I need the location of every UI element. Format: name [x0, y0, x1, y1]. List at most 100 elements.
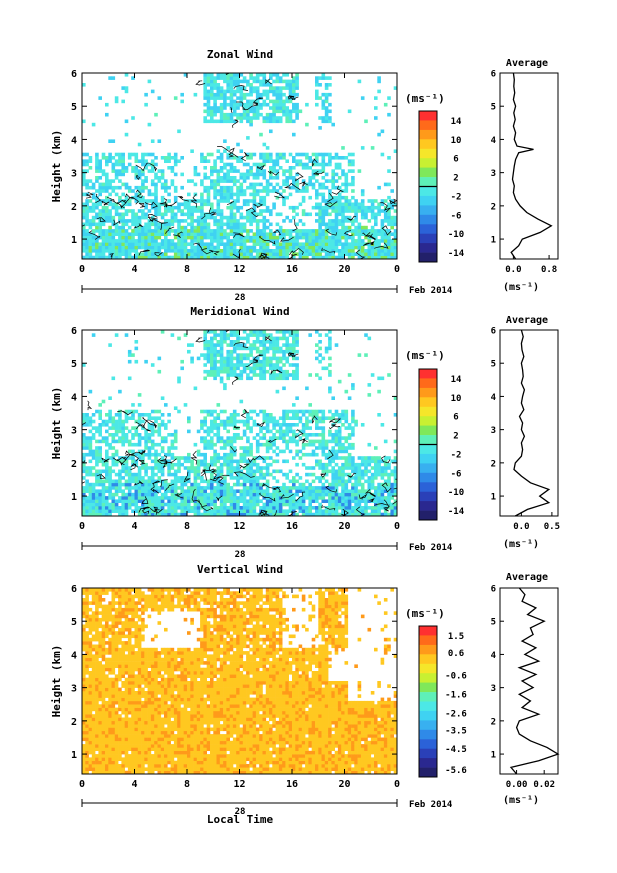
- heatmap-cell: [324, 462, 329, 467]
- heatmap-cell: [154, 229, 158, 233]
- heatmap-cell: [275, 119, 280, 124]
- panel-title: Meridional Wind: [190, 305, 289, 318]
- heatmap-cell: [269, 76, 273, 80]
- heatmap-cell: [118, 496, 122, 500]
- heatmap-cell: [203, 116, 207, 120]
- heatmap-cell: [285, 509, 289, 513]
- heatmap-cell: [305, 232, 309, 236]
- average-y-tick-label: 3: [491, 169, 496, 179]
- heatmap-cell: [262, 376, 267, 381]
- heatmap-cell: [288, 109, 293, 114]
- heatmap-cell: [141, 169, 145, 173]
- heatmap-cell: [246, 373, 250, 377]
- heatmap-cell: [321, 229, 326, 233]
- heatmap-cell: [203, 429, 207, 434]
- heatmap-cell: [219, 512, 224, 516]
- heatmap-cell: [328, 459, 332, 464]
- heatmap-cell: [367, 255, 372, 259]
- heatmap-cell: [124, 466, 129, 470]
- heatmap-cell: [292, 376, 296, 381]
- heatmap-cell: [141, 452, 145, 457]
- heatmap-cell: [160, 156, 165, 160]
- heatmap-cell: [357, 169, 362, 173]
- heatmap-cell: [292, 102, 296, 107]
- heatmap-cell: [164, 232, 168, 236]
- heatmap-cell: [180, 235, 184, 240]
- heatmap-cell: [200, 222, 204, 227]
- heatmap-cell: [295, 512, 299, 516]
- heatmap-cell: [315, 219, 319, 223]
- heatmap-cell: [213, 255, 217, 259]
- heatmap-cell: [249, 99, 253, 104]
- heatmap-cell: [246, 499, 250, 503]
- heatmap-cell: [377, 509, 381, 513]
- heatmap-cell: [315, 506, 319, 510]
- heatmap-cell: [315, 192, 319, 197]
- heatmap-cell: [180, 99, 184, 104]
- x-tick-label: 0: [394, 264, 400, 275]
- heatmap-cell: [118, 439, 122, 444]
- heatmap-cell: [285, 159, 289, 163]
- heatmap-cell: [124, 73, 129, 77]
- heatmap-cell: [318, 476, 322, 480]
- heatmap-cell: [318, 466, 322, 470]
- heatmap-cell: [229, 419, 234, 424]
- heatmap-cell: [219, 363, 224, 367]
- heatmap-cell: [262, 99, 267, 104]
- heatmap-cell: [249, 509, 253, 513]
- heatmap-cell: [203, 343, 207, 347]
- heatmap-cell: [226, 429, 230, 434]
- heatmap-cell: [292, 86, 296, 90]
- heatmap-cell: [282, 169, 286, 173]
- heatmap-cell: [173, 245, 178, 250]
- heatmap-cell: [213, 336, 217, 341]
- heatmap-cell: [95, 245, 99, 250]
- heatmap-cell: [269, 156, 273, 160]
- heatmap-cell: [292, 109, 296, 114]
- heatmap-cell: [134, 166, 139, 170]
- heatmap-cell: [154, 509, 158, 513]
- contour-line: [265, 78, 272, 85]
- heatmap-cell: [226, 252, 230, 256]
- heatmap-cell: [360, 239, 365, 243]
- heatmap-cell: [249, 199, 253, 203]
- heatmap-cell: [160, 462, 165, 467]
- heatmap-cell: [357, 255, 362, 259]
- heatmap-cell: [390, 232, 394, 236]
- heatmap-cell: [383, 212, 388, 217]
- heatmap-cell: [298, 476, 303, 480]
- heatmap-cell: [91, 255, 96, 259]
- heatmap-cell: [141, 195, 145, 200]
- heatmap-cell: [232, 340, 237, 344]
- heatmap-cell: [275, 423, 280, 427]
- heatmap-cell: [196, 222, 201, 227]
- heatmap-cell: [265, 482, 270, 487]
- heatmap-cell: [285, 336, 289, 341]
- heatmap-cell: [91, 205, 96, 210]
- heatmap-cell: [295, 472, 299, 477]
- heatmap-cell: [219, 330, 224, 334]
- heatmap-cell: [177, 129, 181, 134]
- heatmap-cell: [121, 423, 125, 427]
- heatmap-cell: [259, 242, 263, 246]
- heatmap-cell: [393, 229, 397, 233]
- heatmap-cell: [318, 409, 322, 414]
- heatmap-cell: [282, 472, 286, 477]
- heatmap-cell: [259, 486, 263, 490]
- heatmap-cell: [288, 192, 293, 197]
- heatmap-cell: [285, 349, 289, 354]
- heatmap-cell: [131, 166, 135, 170]
- heatmap-cell: [88, 159, 93, 163]
- heatmap-cell: [85, 245, 89, 250]
- heatmap-cell: [387, 466, 391, 470]
- heatmap-cell: [229, 209, 234, 213]
- heatmap-cell: [213, 509, 217, 513]
- heatmap-cell: [380, 219, 385, 223]
- contour-line: [389, 198, 397, 205]
- heatmap-cell: [127, 472, 132, 477]
- heatmap-cell: [315, 83, 319, 87]
- heatmap-cell: [164, 235, 168, 240]
- heatmap-cell: [219, 439, 224, 444]
- heatmap-cell: [196, 502, 201, 507]
- heatmap-cell: [324, 185, 329, 190]
